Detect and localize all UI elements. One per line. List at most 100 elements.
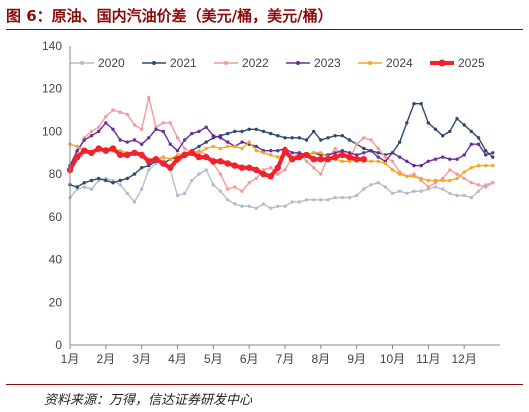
data-point-2021 [226, 131, 230, 136]
data-point-2021 [254, 127, 258, 131]
data-point-2021 [312, 129, 316, 134]
data-point-2022 [476, 183, 481, 187]
data-point-2025 [195, 153, 203, 161]
data-point-2020 [283, 204, 287, 208]
data-point-2023 [355, 153, 359, 157]
data-point-2024 [168, 157, 172, 161]
data-point-2025 [346, 153, 353, 161]
data-point-2021 [132, 172, 137, 176]
data-point-2022 [362, 136, 366, 140]
data-point-2025 [317, 156, 324, 163]
data-point-2025 [339, 151, 346, 159]
data-point-2021 [111, 181, 115, 185]
data-point-2022 [118, 110, 122, 114]
data-point-2023 [433, 157, 438, 161]
data-point-2023 [426, 159, 430, 163]
data-point-2025 [260, 170, 267, 178]
source-note: 资料来源：万得，信达证券研发中心 [44, 393, 253, 408]
x-tick-label: 4月 [168, 352, 187, 366]
legend-label: 2021 [170, 56, 197, 70]
x-tick-label: 12月 [451, 352, 476, 366]
x-tick-label: 10月 [380, 352, 405, 366]
data-point-2024 [276, 155, 280, 159]
data-point-2023 [197, 129, 201, 134]
data-point-2021 [398, 140, 402, 144]
x-tick-label: 6月 [240, 352, 259, 366]
data-point-2025 [95, 145, 102, 152]
data-point-2024 [419, 176, 423, 181]
series-2021 [68, 102, 495, 189]
data-point-2022 [269, 166, 273, 170]
data-point-2020 [240, 204, 244, 208]
data-point-2022 [111, 108, 115, 112]
data-point-2021 [347, 138, 352, 142]
data-point-2020 [398, 189, 402, 193]
data-point-2023 [469, 142, 473, 146]
data-point-2022 [175, 136, 180, 140]
legend: 2020 2021 2022 2023 2024 2025 [70, 56, 485, 70]
data-point-2022 [491, 181, 495, 185]
data-point-2022 [161, 121, 165, 125]
data-point-2021 [304, 138, 309, 142]
data-point-2020 [412, 189, 416, 193]
data-point-2024 [347, 159, 352, 163]
data-point-2025 [167, 164, 174, 171]
data-point-2025 [124, 151, 131, 159]
data-point-2024 [441, 178, 445, 183]
data-point-2021 [240, 129, 244, 134]
data-point-2021 [147, 163, 151, 168]
data-point-2022 [89, 129, 94, 134]
data-point-2023 [398, 155, 402, 159]
data-point-2024 [319, 151, 323, 155]
data-point-2020 [197, 172, 201, 176]
data-point-2024 [247, 140, 251, 144]
x-tick-label: 5月 [204, 352, 223, 366]
data-point-2020 [190, 178, 194, 183]
data-point-2025 [289, 156, 296, 163]
data-point-2023 [462, 153, 466, 157]
data-point-2024 [405, 174, 409, 178]
data-point-2025 [296, 153, 303, 161]
data-point-2022 [484, 185, 488, 189]
data-point-2023 [125, 140, 129, 144]
data-point-2025 [360, 156, 367, 163]
legend-label: 2020 [98, 56, 125, 70]
data-point-2020 [333, 195, 337, 200]
data-point-2024 [340, 159, 344, 163]
data-point-2023 [333, 151, 337, 155]
data-point-2023 [441, 155, 445, 159]
data-point-2024 [462, 170, 466, 174]
data-point-2024 [75, 144, 79, 149]
legend-label: 2025 [458, 56, 485, 70]
data-point-2020 [233, 202, 237, 206]
data-point-2023 [218, 136, 223, 140]
data-point-2021 [412, 102, 416, 106]
data-point-2020 [261, 202, 266, 206]
data-point-2021 [376, 151, 380, 155]
x-tick-label: 3月 [132, 352, 151, 366]
data-point-2020 [226, 198, 230, 202]
data-point-2021 [233, 129, 237, 134]
data-point-2023 [161, 129, 165, 134]
data-point-2022 [383, 155, 387, 159]
data-point-2023 [226, 140, 230, 144]
data-point-2022 [132, 123, 137, 127]
data-point-2020 [476, 189, 481, 193]
data-point-2025 [203, 153, 210, 161]
data-point-2024 [233, 144, 237, 149]
data-point-2021 [283, 136, 287, 140]
data-point-2023 [147, 136, 151, 140]
data-point-2025 [217, 158, 224, 165]
data-point-2024 [383, 161, 387, 166]
data-point-2024 [376, 159, 380, 163]
data-point-2025 [174, 156, 181, 163]
data-point-2021 [476, 136, 481, 140]
data-point-2023 [104, 121, 108, 125]
data-point-2023 [75, 149, 79, 153]
data-point-2024 [261, 151, 266, 155]
data-point-2024 [312, 151, 316, 155]
data-point-2022 [240, 189, 244, 193]
data-point-2021 [462, 123, 466, 127]
data-point-2023 [297, 151, 301, 155]
data-point-2025 [74, 153, 81, 161]
